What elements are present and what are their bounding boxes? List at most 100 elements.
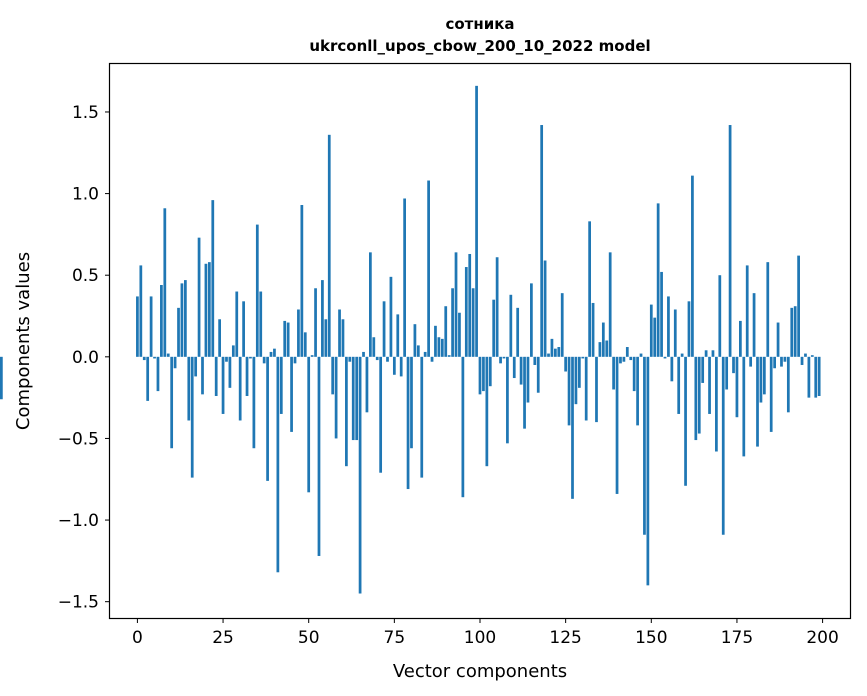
y-tick-label: 0.0 (72, 348, 99, 368)
x-tick-label: 25 (212, 628, 234, 648)
bar-38 (266, 356, 269, 481)
x-tick-label: 100 (464, 628, 496, 648)
bar-138 (608, 252, 612, 357)
y-tick-label: −1.0 (58, 511, 99, 531)
bar-75 (392, 356, 396, 375)
bar-185 (769, 356, 773, 432)
bar-88 (437, 337, 441, 357)
bar-39 (269, 351, 273, 357)
bar-198 (814, 356, 818, 398)
bar-121 (550, 338, 554, 357)
bar-190 (786, 356, 790, 413)
bar-28 (231, 345, 235, 357)
bar-136 (601, 322, 605, 357)
bar-5 (153, 356, 156, 359)
bar-156 (670, 356, 674, 382)
bar-157 (673, 309, 677, 357)
bar-16 (190, 356, 194, 478)
bar-109 (509, 294, 513, 357)
bar-3 (146, 356, 150, 401)
bar-192 (793, 306, 797, 357)
bar-134 (595, 356, 598, 423)
bar-31 (242, 301, 245, 357)
chart-title: сотника (445, 15, 514, 33)
bar-26 (225, 356, 228, 362)
bar-73 (386, 356, 389, 362)
x-tick-label: 0 (132, 628, 143, 648)
y-axis-ticks: −1.5 −1.0 −0.5 0.0 0.5 1.0 1.5 (58, 103, 110, 613)
bar-172 (725, 356, 729, 390)
bar-17 (194, 356, 198, 377)
bar-43 (283, 320, 287, 357)
bar-101 (482, 356, 485, 392)
bar-47 (297, 309, 300, 357)
bar-57 (331, 356, 335, 395)
y-tick-label: 0.5 (72, 266, 99, 286)
bar-140 (615, 356, 619, 494)
bar-113 (523, 356, 526, 429)
bar-56 (327, 134, 331, 357)
bar-189 (783, 356, 787, 362)
bar-139 (612, 356, 615, 390)
bar-117 (536, 356, 540, 393)
bar-85 (427, 180, 430, 357)
bar-97 (468, 253, 472, 357)
bar-169 (715, 356, 718, 452)
bar-90 (444, 306, 448, 357)
bar-12 (177, 307, 180, 357)
bar-180 (752, 293, 756, 357)
bar-195 (804, 353, 807, 357)
x-tick-label: 75 (384, 628, 406, 648)
bar-11 (173, 356, 177, 369)
bar-165 (701, 356, 705, 383)
bar-61 (345, 356, 348, 467)
bar-93 (454, 252, 458, 357)
bar-186 (773, 356, 776, 369)
bar-188 (780, 356, 783, 367)
bar-65 (358, 356, 362, 594)
bar-94 (458, 312, 461, 357)
bar-155 (667, 296, 670, 357)
y-tick-label: −0.5 (58, 429, 99, 449)
bar-32 (245, 356, 249, 396)
bar-84 (423, 351, 427, 357)
bar-187 (776, 322, 780, 357)
bar-150 (649, 304, 653, 357)
bar-178 (745, 265, 749, 357)
y-tick-label: 1.5 (72, 103, 99, 123)
bar-175 (735, 356, 739, 418)
bar-4 (149, 296, 153, 357)
bar-27 (228, 356, 232, 388)
bar-132 (588, 221, 591, 357)
bar-168 (711, 350, 715, 357)
bar-24 (218, 319, 221, 357)
bar-0 (136, 296, 139, 357)
bar-7 (160, 285, 163, 357)
bar-107 (502, 356, 506, 359)
bar-86 (430, 356, 434, 362)
bar-159 (680, 353, 684, 357)
bar-72 (382, 301, 386, 357)
bar-108 (506, 356, 509, 444)
bar-142 (622, 356, 626, 362)
bar-42 (279, 356, 283, 414)
bar-130 (581, 356, 585, 359)
bar-49 (303, 332, 307, 357)
bar-51 (310, 355, 314, 357)
bar-104 (492, 299, 496, 357)
bar-111 (516, 307, 520, 357)
bar-83 (420, 356, 424, 478)
bar-103 (488, 356, 492, 387)
bar-91 (447, 355, 451, 357)
bar-171 (721, 356, 725, 535)
x-tick-label: 150 (635, 628, 667, 648)
bar-79 (406, 356, 410, 490)
y-tick-label: 1.0 (72, 185, 99, 205)
bar-36 (259, 291, 263, 357)
bar-92 (451, 288, 454, 357)
bar-181 (756, 356, 759, 447)
bar-154 (663, 356, 667, 359)
x-axis-ticks: 0 25 50 75 100 125 150 175 200 (132, 618, 839, 648)
bar-74 (389, 276, 393, 357)
